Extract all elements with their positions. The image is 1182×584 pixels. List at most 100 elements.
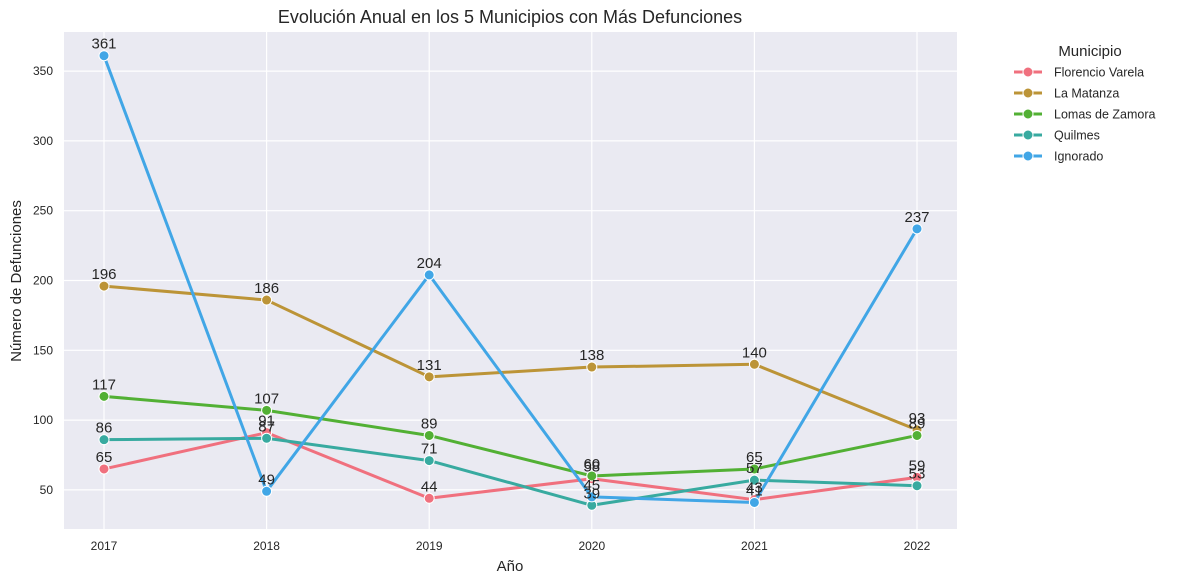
x-tick-label: 2018 [253,539,280,553]
legend-marker [1022,87,1034,99]
data-label: 204 [417,255,442,272]
series-line-la-matanza [103,284,918,432]
data-labels-layer: 65 91 44 58 43 59 196 186 131 138 140 93 117 107 89 60 6… [91,36,929,503]
x-tick-label: 2020 [578,539,605,553]
data-label: 65 [746,449,763,466]
data-label: 140 [742,344,767,361]
y-tick-label: 50 [40,483,54,497]
data-label: 43 [746,480,763,497]
data-label: 39 [583,485,600,502]
legend-label: Ignorado [1054,150,1103,164]
legend-label: La Matanza [1054,87,1119,101]
data-label: 49 [258,471,275,488]
series-la-matanza [98,280,923,436]
data-point [423,371,435,383]
legend-marker [1022,150,1034,162]
data-point [748,474,760,486]
data-label: 44 [421,478,438,495]
data-label: 107 [254,390,279,407]
data-label: 93 [909,410,926,427]
legend-item: Ignorado [1014,150,1103,164]
data-label: 57 [746,460,763,477]
data-point [748,463,760,475]
data-point [911,480,923,492]
data-point [423,269,435,281]
y-tick-label: 300 [33,134,53,148]
data-label: 138 [579,347,604,364]
data-label: 86 [96,420,113,437]
data-point [748,358,760,370]
x-tick-label: 2021 [741,539,768,553]
data-label: 41 [746,482,763,499]
legend-item: La Matanza [1014,87,1119,101]
series-layer [98,50,923,511]
y-tick-label: 200 [33,274,53,288]
data-label: 117 [92,376,116,393]
data-point [586,470,598,482]
data-point [261,432,273,444]
data-label: 361 [91,36,116,53]
x-axis-label: Año [497,558,524,575]
data-label: 58 [583,459,600,476]
data-label: 89 [909,415,926,432]
data-label: 53 [909,466,926,483]
legend-marker [1022,129,1034,141]
data-point [261,294,273,306]
series-quilmes [98,432,923,511]
data-point [98,50,110,62]
data-point [98,280,110,292]
legend-title: Municipio [1058,43,1121,60]
data-point [423,492,435,504]
data-point [261,485,273,497]
series-line-lomas-de-zamora [103,394,918,478]
series-lomas-de-zamora [98,390,923,482]
data-label: 89 [421,415,438,432]
x-tick-label: 2019 [416,539,443,553]
y-tick-label: 250 [33,204,53,218]
y-tick-label: 350 [33,64,53,78]
series-line-ignorado [102,55,919,504]
legend-label: Quilmes [1054,129,1100,143]
data-label: 131 [417,357,442,374]
x-tick-label: 2022 [904,539,931,553]
data-label: 71 [421,441,438,458]
legend: Municipio Florencio Varela La Matanza Loma… [1014,43,1155,164]
y-axis-label: Número de Defunciones [8,200,25,362]
legend-marker [1022,108,1034,120]
data-label: 65 [96,449,113,466]
y-tick-label: 150 [33,343,53,357]
data-point [911,429,923,441]
legend-label: Florencio Varela [1054,66,1144,80]
data-label: 91 [258,413,275,430]
data-point [98,463,110,475]
legend-item: Quilmes [1014,129,1100,143]
data-label: 59 [909,457,926,474]
data-point [586,491,598,503]
chart-title: Evolución Anual en los 5 Municipios con … [278,7,742,27]
data-label: 60 [583,456,600,473]
data-point [423,455,435,467]
data-label: 186 [254,280,279,297]
data-point [98,434,110,446]
legend-marker [1022,66,1034,78]
y-tick-label: 100 [33,413,53,427]
data-label: 196 [91,266,116,283]
data-label: 45 [583,477,600,494]
series-ignorado [98,50,923,508]
data-point [98,390,110,402]
data-point [423,429,435,441]
legend-item: Florencio Varela [1014,66,1144,80]
legend-label: Lomas de Zamora [1054,108,1155,122]
data-point [748,496,760,508]
data-point [261,404,273,416]
data-label: 237 [904,209,929,226]
data-label: 87 [258,418,275,435]
tick-labels-layer: 2017 2018 2019 2020 2021 2022 50 100 150 200 250 30… [33,64,931,553]
series-line-quilmes [103,436,918,507]
x-tick-label: 2017 [91,539,118,553]
data-point [586,361,598,373]
data-point [911,223,923,235]
legend-item: Lomas de Zamora [1014,108,1155,122]
